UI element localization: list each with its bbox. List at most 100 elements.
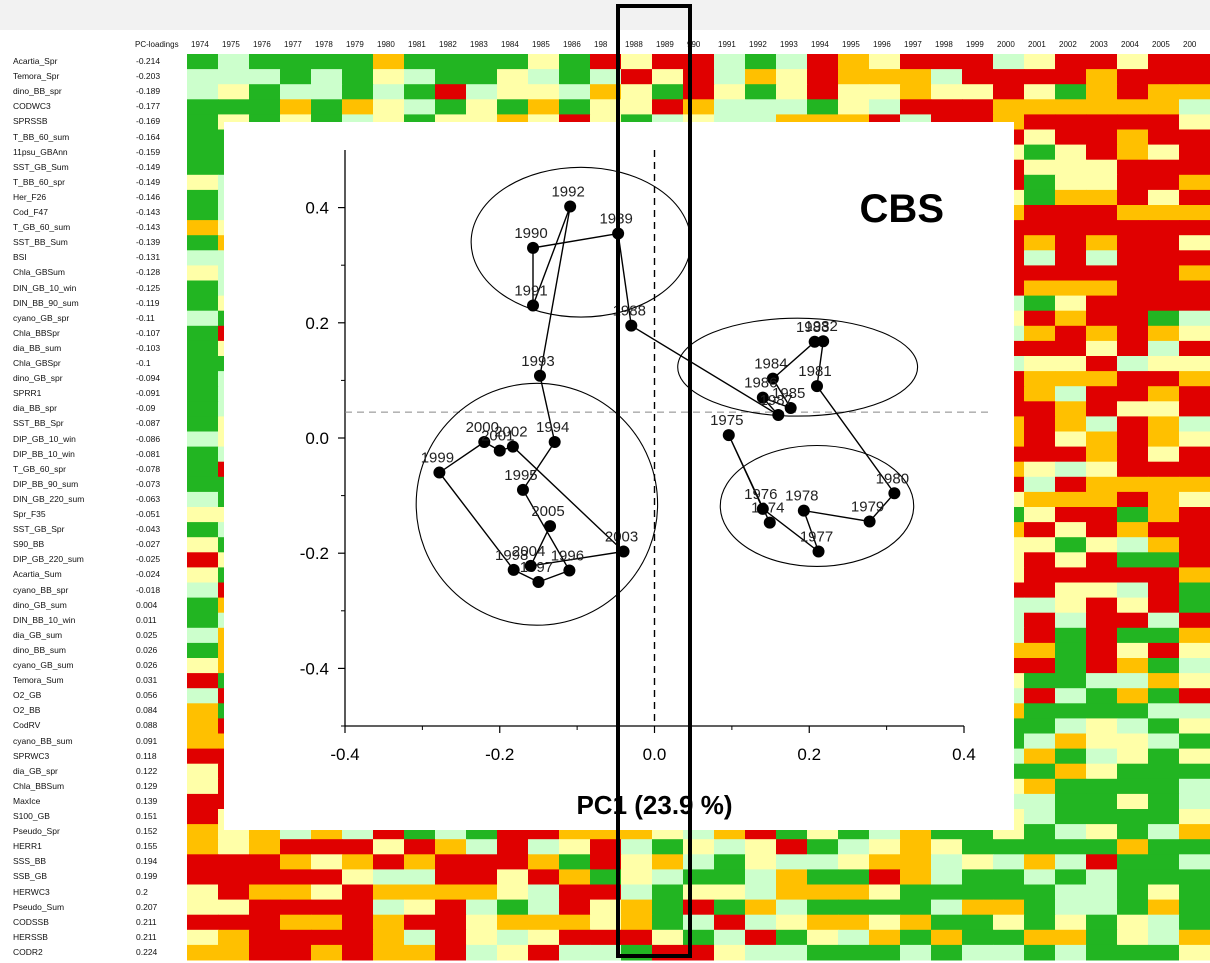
heatmap-cell: [342, 899, 374, 916]
heatmap-cell: [590, 99, 622, 115]
variable-name: Chla_BBSpr: [13, 327, 60, 338]
heatmap-cell: [931, 99, 963, 115]
heatmap-cell: [1117, 340, 1149, 357]
heatmap-cell: [714, 54, 746, 70]
heatmap-cell: [1148, 265, 1180, 281]
point-label: 1983: [796, 319, 829, 336]
variable-name: HERWC3: [13, 886, 50, 897]
heatmap-cell: [1086, 54, 1118, 70]
heatmap-cell: [590, 929, 622, 946]
heatmap-cell: [466, 84, 498, 100]
data-point: [756, 391, 769, 404]
heatmap-cell: [621, 69, 653, 85]
heatmap-cell: [590, 854, 622, 870]
heatmap-cell: [559, 84, 591, 100]
variable-loading: 0.088: [136, 720, 158, 731]
variable-name: HERR1: [13, 841, 42, 852]
heatmap-cell: [559, 929, 591, 946]
heatmap-cell: [869, 929, 901, 946]
heatmap-cell: [497, 854, 529, 870]
heatmap-cell: [1148, 733, 1180, 750]
heatmap-cell: [1055, 778, 1087, 795]
heatmap-cell: [1117, 642, 1149, 659]
heatmap-cell: [776, 99, 808, 115]
variable-name: dino_GB_spr: [13, 373, 63, 384]
point-label: 2000: [466, 419, 499, 436]
heatmap-cell: [342, 914, 374, 931]
heatmap-cell: [1024, 567, 1056, 583]
heatmap-cell: [373, 54, 405, 70]
heatmap-cell: [342, 99, 374, 115]
data-point: [507, 563, 520, 576]
heatmap-cell: [1148, 507, 1180, 523]
variable-name: SST_GB_Spr: [13, 524, 65, 535]
heatmap-cell: [373, 914, 405, 931]
heatmap-cell: [1179, 235, 1210, 251]
heatmap-cell: [249, 884, 281, 901]
heatmap-cell: [590, 884, 622, 901]
heatmap-cell: [1179, 461, 1210, 478]
heatmap-cell: [1148, 612, 1180, 629]
heatmap-cell: [900, 839, 932, 855]
variable-loading: -0.164: [136, 131, 161, 142]
heatmap-cell: [435, 929, 467, 946]
heatmap-cell: [1024, 446, 1056, 463]
heatmap-cell: [838, 869, 870, 885]
heatmap-cell: [993, 99, 1025, 115]
heatmap-cell: [652, 69, 684, 85]
heatmap-cell: [497, 899, 529, 916]
heatmap-cell: [187, 793, 219, 810]
heatmap-cell: [1179, 54, 1210, 70]
data-point: [563, 564, 576, 577]
heatmap-cell: [404, 854, 436, 870]
heatmap-cell: [1024, 733, 1056, 750]
heatmap-cell: [435, 99, 467, 115]
heatmap-cell: [187, 280, 219, 297]
heatmap-cell: [1024, 824, 1056, 840]
heatmap-cell: [931, 854, 963, 870]
variable-loading: -0.131: [136, 252, 161, 263]
heatmap-cell: [621, 54, 653, 70]
year-header: 1983: [470, 40, 488, 49]
heatmap-cell: [1117, 567, 1149, 583]
y-tick-label: -0.4: [300, 659, 329, 678]
heatmap-cell: [1117, 597, 1149, 614]
heatmap-cell: [528, 929, 560, 946]
heatmap-cell: [1055, 703, 1087, 719]
heatmap-cell: [1117, 220, 1149, 236]
heatmap-cell: [187, 718, 219, 734]
heatmap-cell: [1117, 310, 1149, 327]
heatmap-cell: [1055, 235, 1087, 251]
heatmap-cell: [1055, 144, 1087, 161]
variable-name: dia_GB_spr: [13, 765, 58, 776]
heatmap-cell: [187, 144, 219, 161]
variable-name: O2_BB: [13, 705, 41, 716]
heatmap-cell: [1117, 265, 1149, 281]
heatmap-cell: [1055, 340, 1087, 357]
heatmap-cell: [559, 899, 591, 916]
heatmap-cell: [745, 944, 777, 961]
variable-name: DIN_GB_220_sum: [13, 493, 85, 504]
variable-loading: -0.119: [136, 297, 160, 308]
heatmap-cell: [1086, 507, 1118, 523]
heatmap-cell: [776, 914, 808, 931]
heatmap-cell: [404, 69, 436, 85]
heatmap-cell: [776, 69, 808, 85]
heatmap-cell: [1179, 582, 1210, 599]
cluster-ellipse: [415, 382, 659, 626]
year-header: 2005: [1152, 40, 1170, 49]
heatmap-cell: [1024, 899, 1056, 916]
heatmap-cell: [714, 84, 746, 100]
heatmap-cell: [993, 899, 1025, 916]
heatmap-cell: [1055, 884, 1087, 901]
heatmap-cell: [1117, 189, 1149, 206]
heatmap-cell: [807, 899, 839, 916]
heatmap-cell: [1148, 159, 1180, 176]
heatmap-cell: [1055, 567, 1087, 583]
variable-loading: -0.087: [136, 418, 161, 429]
heatmap-cell: [962, 869, 994, 885]
heatmap-cell: [1024, 159, 1056, 176]
heatmap-cell: [1055, 824, 1087, 840]
variable-loading: 0.199: [136, 871, 158, 882]
